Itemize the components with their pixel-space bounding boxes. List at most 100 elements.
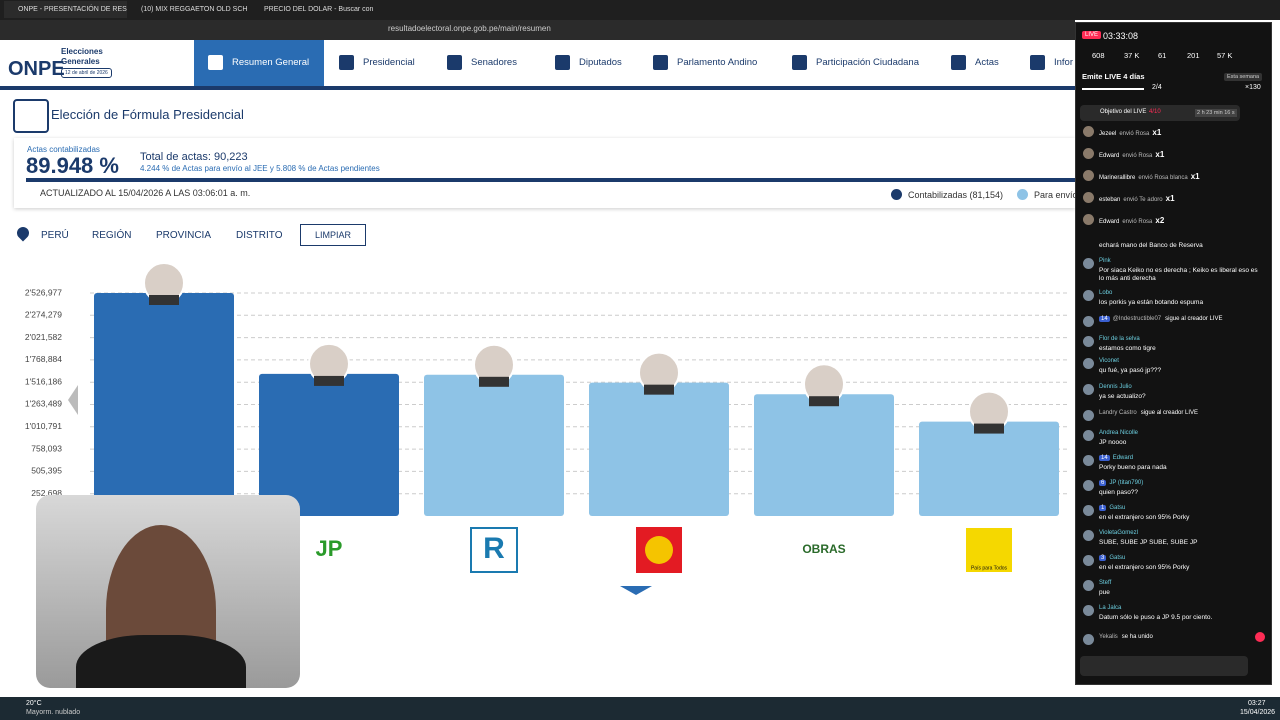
avatar — [1083, 316, 1094, 327]
chat-user-row: Yekalis se ha unido — [1099, 634, 1153, 640]
tab[interactable]: (10) MIX REGGAETON OLD SCH — [127, 1, 251, 18]
temperature: 20°C — [26, 700, 42, 707]
filter-dropdown[interactable]: DISTRITO — [236, 230, 283, 241]
url[interactable]: resultadoelectoral.onpe.gob.pe/main/resu… — [388, 24, 551, 33]
y-tick-label: 1'516,186 — [25, 376, 62, 386]
chat-user[interactable]: Pink — [1099, 258, 1111, 264]
chat-message: Por siaca Keiko no es derecha ; Keiko es… — [1099, 267, 1258, 282]
chat-message: quien paso?? — [1099, 489, 1139, 496]
y-tick-label: 252,698 — [31, 488, 62, 498]
site-header — [0, 40, 1075, 90]
filter-dropdown[interactable]: REGIÓN — [92, 230, 132, 241]
nav-item[interactable]: Diputados — [579, 57, 622, 68]
chat-user[interactable]: Dennis Julio — [1099, 384, 1132, 390]
bar — [424, 374, 564, 516]
chat-user[interactable]: Andrea Nicolle — [1099, 430, 1139, 436]
chat-user[interactable]: Viconet — [1099, 358, 1119, 364]
chat-user-row: Dennis Julio — [1099, 384, 1132, 390]
chat-user[interactable]: @Indestructible07 — [1112, 316, 1162, 322]
gift-text: envió Rosa blanca — [1138, 175, 1188, 181]
chat-user-row: Lobo — [1099, 290, 1112, 296]
avatar — [1083, 148, 1094, 159]
shirt — [76, 635, 246, 688]
legend-dot — [1017, 189, 1028, 200]
gift-count: x1 — [1165, 194, 1175, 203]
nav-item[interactable]: Actas — [975, 57, 999, 68]
level-badge: 14 — [1099, 455, 1110, 461]
nav-item[interactable]: Presidencial — [363, 57, 415, 68]
chat-user[interactable]: Gatsu — [1109, 555, 1126, 561]
actas-label: Actas contabilizadas — [27, 145, 100, 154]
y-tick-label: 1'263,489 — [25, 399, 62, 409]
level-badge: 6 — [1099, 480, 1107, 486]
nav-icon — [1030, 55, 1045, 70]
party-logo-box — [470, 527, 518, 573]
clear-button[interactable]: LIMPIAR — [300, 224, 366, 246]
tab[interactable]: PRECIO DEL DOLAR - Buscar con Go — [250, 1, 374, 18]
streak-bar — [1082, 88, 1144, 90]
filter-dropdown[interactable]: PROVINCIA — [156, 230, 212, 241]
bar — [754, 394, 894, 516]
gift-row: esteban envió Te adoro x1 — [1099, 194, 1178, 203]
nav-item[interactable]: Senadores — [471, 57, 517, 68]
candidate-suit — [314, 375, 344, 386]
party-logo-sun — [645, 536, 673, 564]
chat-user-row: 14 @Indestructible07 sigue al creador LIVE — [1099, 316, 1223, 322]
weather: Mayorm. nublado — [26, 709, 81, 716]
goal-progress: 4/10 — [1149, 109, 1161, 115]
nav-icon — [208, 55, 223, 70]
chat-message: echará mano del Banco de Reserva — [1099, 242, 1203, 249]
chat-user-row: Andrea Nicolle — [1099, 430, 1138, 436]
nav-item[interactable]: Participación Ciudadana — [816, 57, 919, 68]
logo: ONPE — [8, 58, 65, 80]
chat-message: Datum sólo le puso a JP 9.5 por ciento. — [1099, 614, 1213, 621]
gift-user: esteban — [1099, 197, 1121, 203]
scroll-indicator — [620, 586, 652, 595]
live-stat: 37 K — [1124, 51, 1140, 60]
party-logo: JP — [316, 536, 343, 561]
chat-user[interactable]: Lobo — [1099, 290, 1113, 296]
legend-dot — [891, 189, 902, 200]
actas-percent: 89.948 % — [26, 153, 119, 178]
streak: Emite LIVE 4 días — [1082, 72, 1145, 81]
gift-user: Jezeel — [1099, 131, 1117, 137]
live-stat: 61 — [1158, 51, 1167, 60]
chat-user[interactable]: Gatsu — [1109, 505, 1126, 511]
nav-item[interactable]: Resumen General — [232, 57, 310, 68]
tab[interactable]: ONPE - PRESENTACIÓN DE RES — [4, 1, 128, 18]
chat-user[interactable]: JP (titan790) — [1109, 480, 1144, 486]
chat-message: en el extranjero son 95% Porky — [1099, 514, 1190, 521]
brand: Elecciones Generales — [61, 47, 103, 66]
chat-user[interactable]: Landry Castro — [1099, 410, 1137, 416]
chat-user[interactable]: Yekalis — [1099, 634, 1118, 640]
gift-row: Jezeel envió Rosa x1 — [1099, 128, 1164, 137]
gift-text: envió Rosa — [1122, 219, 1153, 225]
bar — [919, 421, 1059, 516]
nav-item[interactable]: Parlamento Andino — [677, 57, 758, 68]
chat-user[interactable]: Edward — [1112, 455, 1134, 461]
goal-time: 2 h 23 min 16 s — [1195, 109, 1237, 117]
avatar — [1083, 258, 1094, 269]
chat-user-row: La Jalca — [1099, 605, 1121, 611]
gift-row: Marinerallibre envió Rosa blanca x1 — [1099, 172, 1203, 181]
chat-user-row: Landry Castro sigue al creador LIVE — [1099, 410, 1198, 416]
chat-user[interactable]: Steff — [1099, 580, 1112, 586]
chat-message: ya se actualizo? — [1099, 393, 1146, 400]
avatar — [1083, 505, 1094, 516]
nav-item[interactable]: Infor — [1054, 57, 1074, 68]
bar — [589, 382, 729, 516]
chat-user-row: Viconet — [1099, 358, 1119, 364]
chat-user[interactable]: La Jalca — [1099, 605, 1122, 611]
filter-dropdown[interactable]: PERÚ — [41, 230, 69, 241]
candidate-suit — [644, 384, 674, 395]
bar — [259, 373, 399, 516]
live-stat: 201 — [1187, 51, 1200, 60]
date: 15/04/2026 — [1240, 709, 1276, 716]
chat-user[interactable]: Flor de la selva — [1099, 336, 1140, 342]
avatar — [1083, 214, 1094, 225]
y-tick-label: 1'768,884 — [25, 354, 62, 364]
gift-text: envió Rosa — [1119, 131, 1150, 137]
prev-arrow[interactable] — [68, 385, 78, 415]
chat-user[interactable]: VioletaGomezl — [1099, 530, 1138, 536]
